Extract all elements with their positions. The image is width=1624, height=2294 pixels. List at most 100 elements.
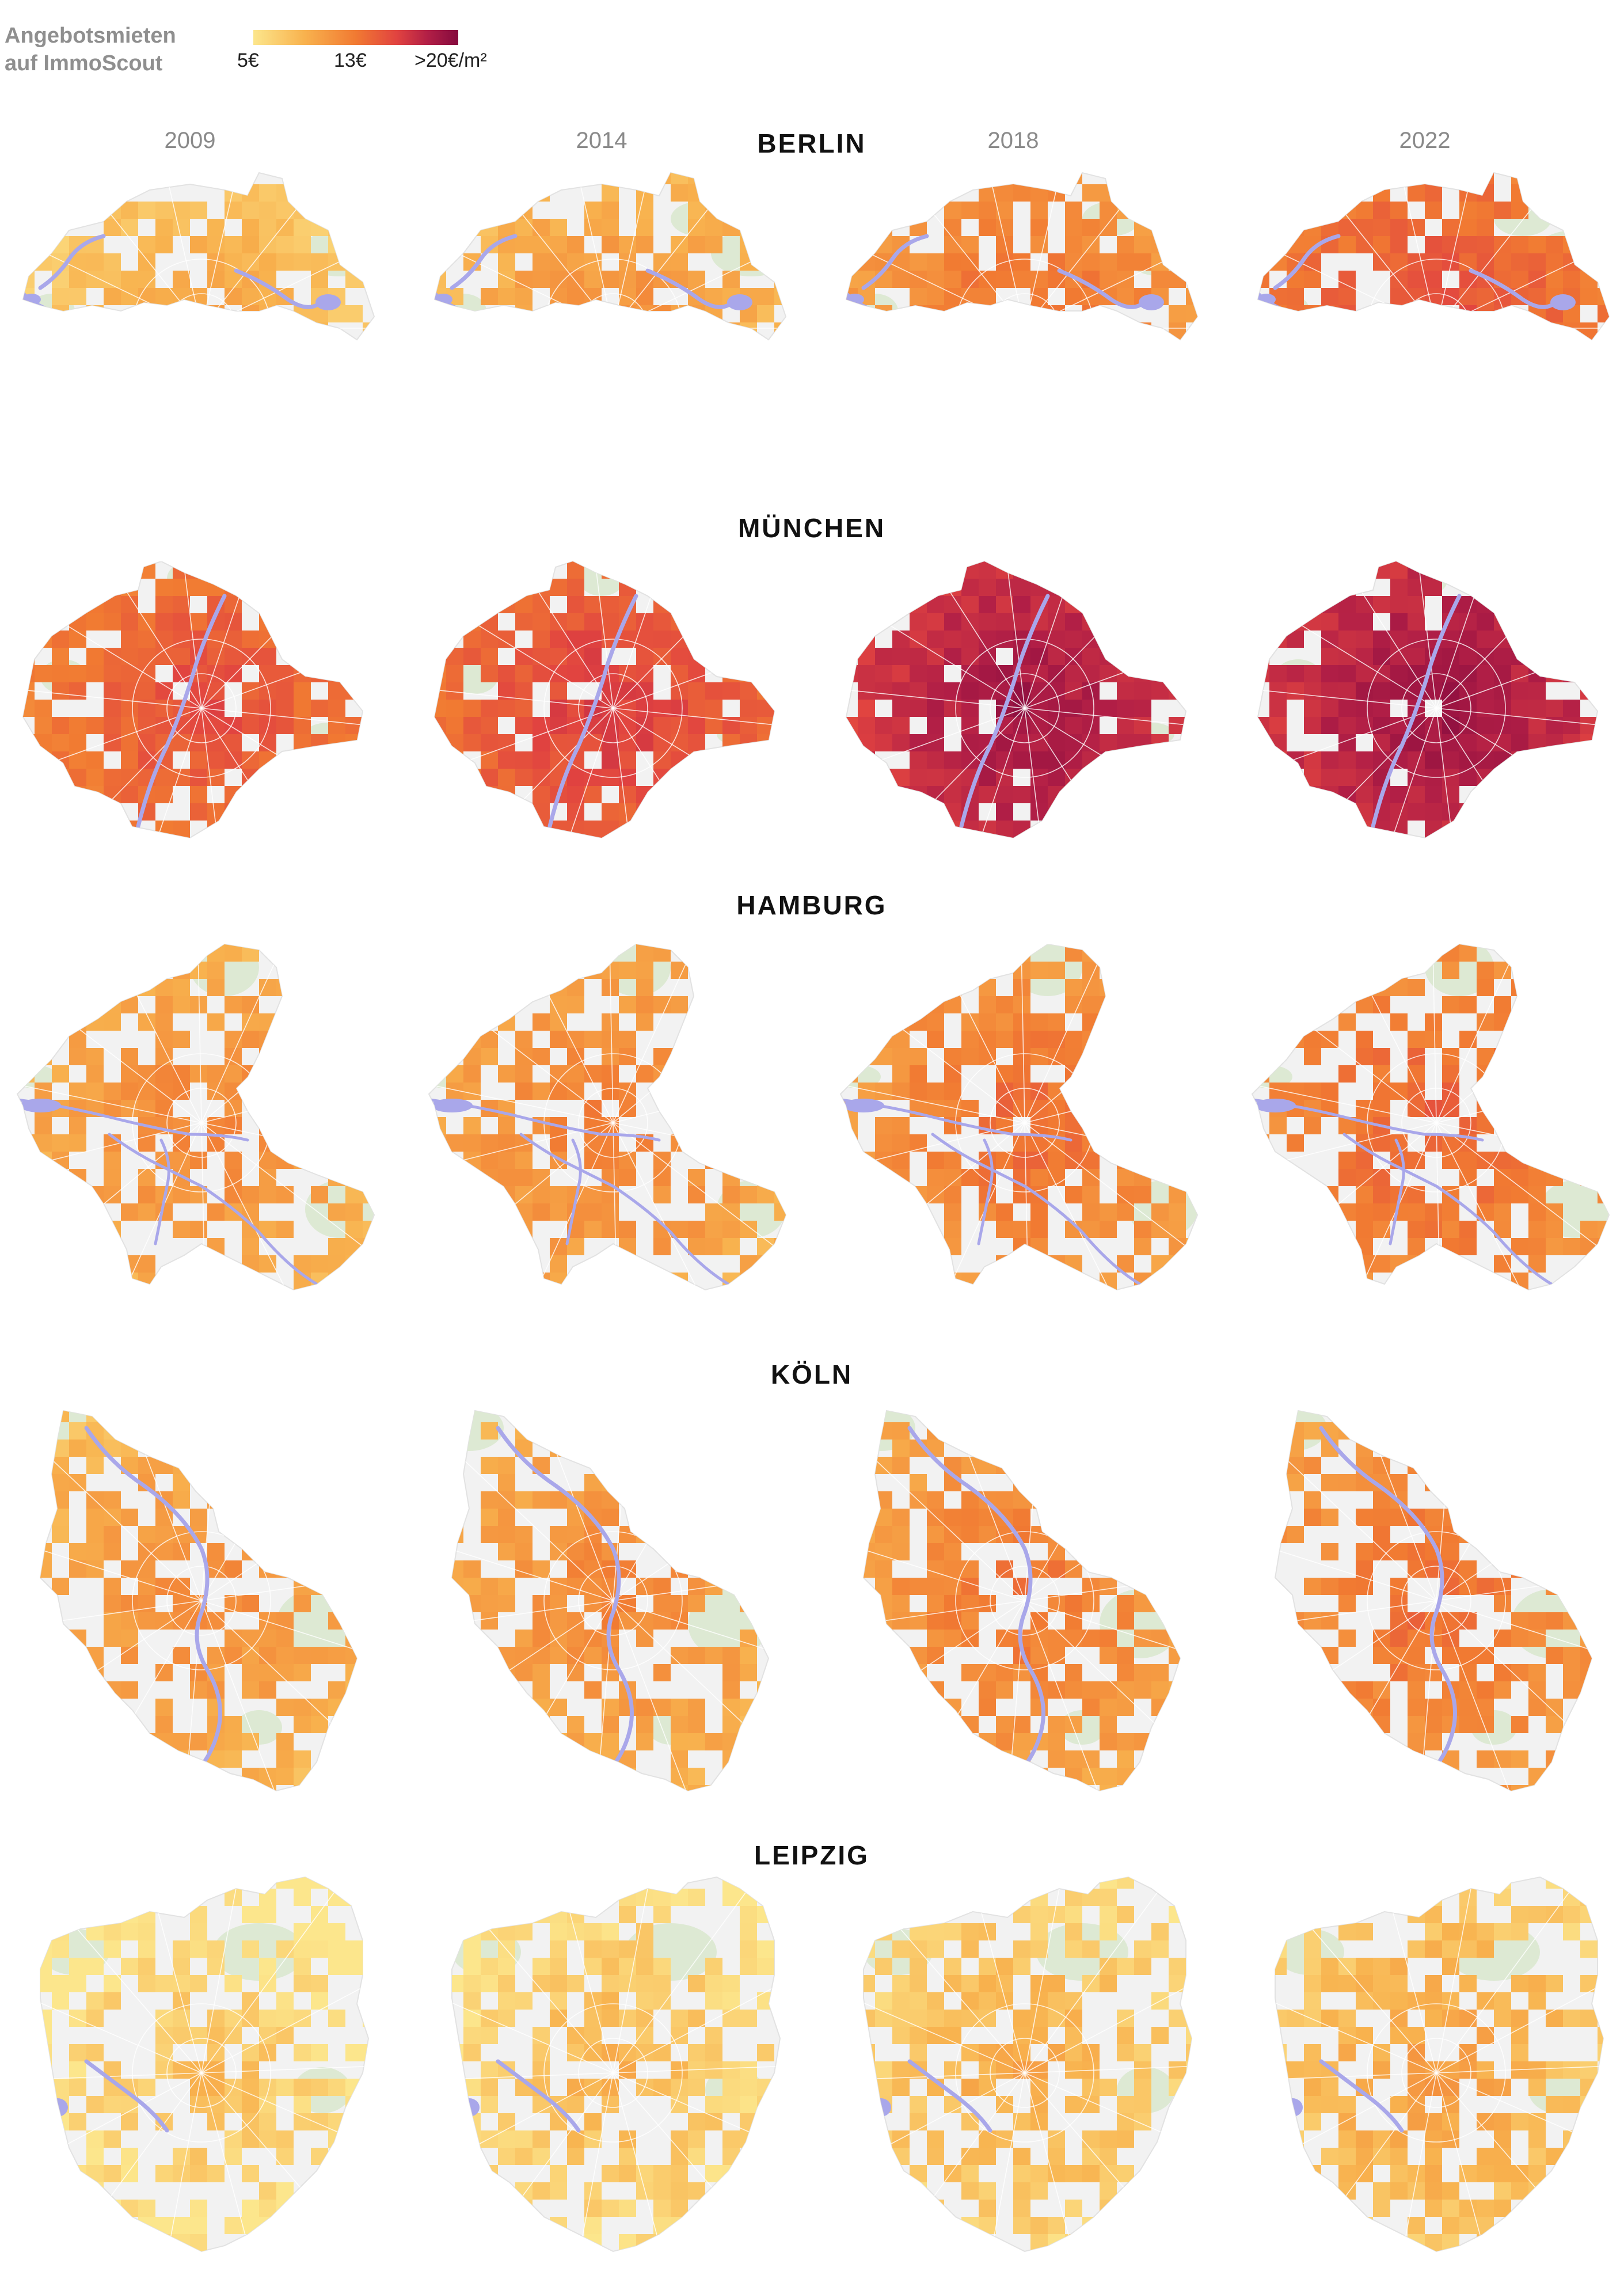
rent-cell xyxy=(1598,717,1615,734)
rent-cell xyxy=(104,979,121,996)
rent-cell xyxy=(584,443,602,461)
rent-cell xyxy=(1477,409,1494,426)
rent-cell xyxy=(207,461,225,478)
rent-cell xyxy=(259,1664,276,1681)
rent-cell xyxy=(1134,631,1151,648)
rent-cell xyxy=(259,184,276,202)
rent-cell xyxy=(1494,631,1511,648)
rent-cell xyxy=(328,769,345,786)
rent-cell xyxy=(1030,751,1048,769)
rent-cell xyxy=(1048,561,1065,579)
lake xyxy=(1505,308,1523,320)
rent-cell xyxy=(363,409,380,426)
rent-cell xyxy=(1528,340,1546,357)
rent-cell xyxy=(705,786,722,803)
rent-cell xyxy=(515,1065,533,1083)
rent-cell xyxy=(259,478,276,489)
rent-cell xyxy=(1100,944,1117,962)
rent-cell xyxy=(671,1560,688,1578)
rent-cell xyxy=(429,1716,446,1733)
rent-cell xyxy=(498,1509,515,1526)
rent-cell xyxy=(757,1013,774,1031)
rent-cell xyxy=(328,1203,345,1221)
rent-cell xyxy=(155,173,173,184)
rent-cell xyxy=(173,271,190,288)
rent-cell xyxy=(705,340,722,357)
rent-cell xyxy=(35,665,52,682)
rent-cell xyxy=(1134,219,1151,236)
rent-cell xyxy=(1169,613,1186,631)
rent-cell xyxy=(452,1785,463,1791)
rent-cell xyxy=(1203,579,1215,596)
rent-cell xyxy=(567,1664,584,1681)
rent-cell xyxy=(757,426,774,443)
rent-cell xyxy=(1082,1750,1100,1768)
rent-cell xyxy=(86,613,104,631)
rent-cell xyxy=(1287,374,1304,392)
rent-cell xyxy=(1338,409,1356,426)
lake xyxy=(1254,1099,1296,1112)
rent-cell xyxy=(1511,443,1528,461)
rent-cell xyxy=(481,1612,498,1630)
rent-cell xyxy=(944,426,961,443)
rent-cell xyxy=(757,1578,769,1595)
rent-cell xyxy=(705,184,722,202)
rent-cell xyxy=(757,1290,774,1301)
rent-cell xyxy=(1304,173,1321,184)
rent-cell xyxy=(840,1526,858,1543)
rent-cell xyxy=(1151,1785,1169,1791)
rent-cell xyxy=(463,1578,481,1595)
rent-cell xyxy=(481,979,498,996)
rent-cell xyxy=(435,596,446,613)
road-line xyxy=(846,678,1025,709)
rent-cell xyxy=(910,786,927,803)
rent-cell xyxy=(40,1733,52,1750)
rent-cell xyxy=(961,1664,979,1681)
rent-cell xyxy=(910,1203,927,1221)
rent-cell xyxy=(1258,561,1269,579)
rent-cell xyxy=(1151,1152,1169,1169)
rent-cell xyxy=(481,202,498,219)
rent-cell xyxy=(927,786,944,803)
rent-cell xyxy=(864,1457,875,1474)
rent-cell xyxy=(225,631,242,648)
rent-cell xyxy=(1169,357,1186,374)
rent-cell xyxy=(1494,838,1511,855)
rent-cell xyxy=(446,357,463,374)
rent-cell xyxy=(463,340,481,357)
rent-cell xyxy=(515,288,533,305)
rent-cell xyxy=(875,1083,892,1100)
rent-cell xyxy=(1546,374,1563,392)
rent-cell xyxy=(892,1013,910,1031)
rent-cell xyxy=(225,1733,242,1750)
rent-cell xyxy=(892,803,910,821)
rent-cell xyxy=(858,803,875,821)
rent-cell xyxy=(1100,1203,1117,1221)
rent-cell xyxy=(1065,1048,1082,1065)
rent-cell xyxy=(740,717,757,734)
rent-cell xyxy=(1169,561,1186,579)
rent-cell xyxy=(52,1578,69,1595)
rent-cell xyxy=(429,1595,446,1612)
rent-cell xyxy=(363,1509,380,1526)
rent-cell xyxy=(979,769,996,786)
rent-cell xyxy=(363,561,380,579)
rent-cell xyxy=(1580,409,1598,426)
rent-cell xyxy=(671,1100,688,1117)
rent-cell xyxy=(1390,478,1408,489)
rent-cell xyxy=(435,717,446,734)
rent-cell xyxy=(435,271,446,288)
rent-cell xyxy=(864,1440,875,1457)
rent-cell xyxy=(463,1238,481,1255)
rent-cell xyxy=(463,202,481,219)
rent-cell xyxy=(1258,665,1269,682)
rent-cell xyxy=(498,561,515,579)
rent-cell xyxy=(996,803,1013,821)
rent-cell xyxy=(498,1578,515,1595)
rent-cell xyxy=(910,1048,927,1065)
rent-cell xyxy=(276,236,294,253)
rent-cell xyxy=(515,1221,533,1238)
rent-cell xyxy=(276,1152,294,1169)
road-line xyxy=(520,708,614,838)
rent-cell xyxy=(567,996,584,1013)
